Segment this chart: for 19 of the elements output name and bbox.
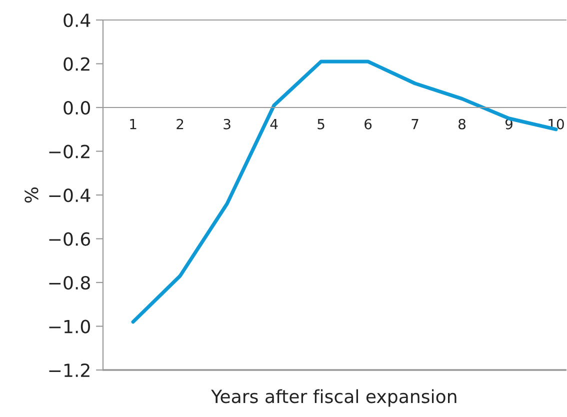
y-tick-label: 0.2: [64, 57, 90, 71]
y-tick-label: −0.6: [49, 232, 90, 246]
x-tick-label: 5: [318, 119, 324, 130]
y-tick-label: −0.4: [49, 188, 90, 202]
y-tick-label: −0.2: [49, 144, 90, 158]
x-tick-label: 4: [270, 119, 278, 130]
y-tick-label: −0.8: [49, 276, 90, 290]
y-tick-label: −1.2: [49, 363, 90, 377]
x-tick-label: 6: [364, 118, 372, 130]
x-tick-label: 3: [224, 118, 230, 130]
x-tick-label: 7: [412, 119, 418, 130]
y-tick-label: 0.4: [64, 13, 90, 28]
x-tick-label: 1: [130, 119, 136, 130]
x-tick-label: 2: [176, 118, 184, 130]
y-tick-label: −1.0: [49, 320, 90, 334]
x-tick-label: 8: [458, 118, 466, 130]
y-tick-label: 0.0: [64, 100, 90, 115]
y-axis-title: %: [24, 187, 38, 203]
x-axis-title: Years after fiscal expansion: [211, 389, 456, 407]
